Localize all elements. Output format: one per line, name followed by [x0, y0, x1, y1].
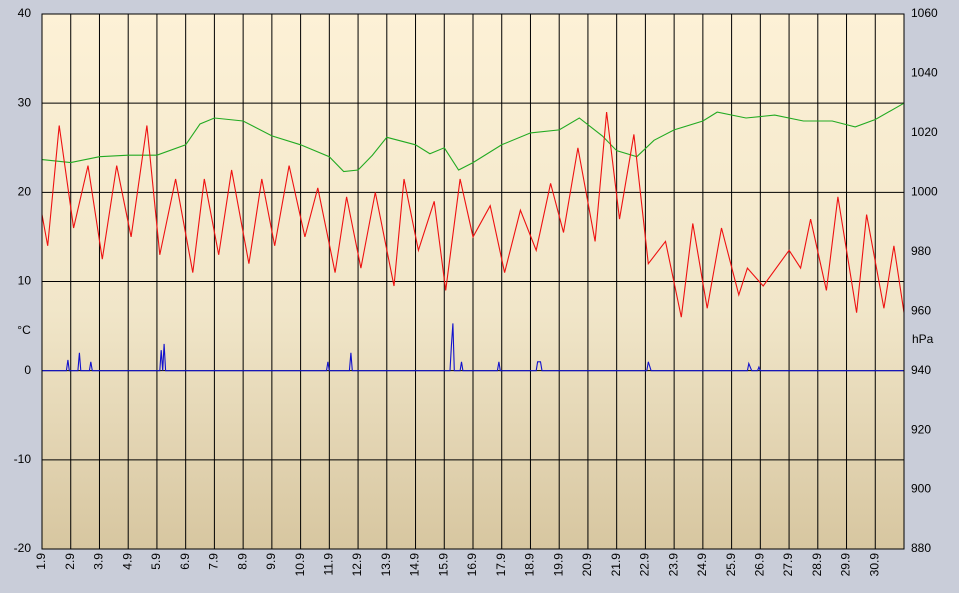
x-tick-label: 13.9 [379, 553, 393, 577]
x-tick-label: 15.9 [436, 553, 450, 577]
x-tick-label: 16.9 [465, 553, 479, 577]
x-tick-label: 8.9 [235, 553, 249, 570]
x-tick-label: 20.9 [580, 553, 594, 577]
x-tick-label: 24.9 [695, 553, 709, 577]
plot-border [41, 13, 905, 550]
x-tick-label: 4.9 [120, 553, 134, 570]
y2-axis-label: hPa [912, 332, 934, 346]
y2-tick-label: 940 [911, 363, 931, 377]
x-tick-label: 12.9 [350, 553, 364, 577]
lines [41, 102, 905, 372]
series-line [41, 102, 905, 173]
y2-tick-label: 1040 [911, 66, 938, 80]
x-tick-label: 23.9 [666, 553, 680, 577]
x-tick-label: 22.9 [638, 553, 652, 577]
x-tick-label: 29.9 [839, 553, 853, 577]
y2-tick-label: 880 [911, 541, 931, 555]
x-tick-label: 18.9 [523, 553, 537, 577]
x-tick-label: 19.9 [551, 553, 565, 577]
x-tick-label: 27.9 [781, 553, 795, 577]
x-tick-label: 26.9 [753, 553, 767, 577]
y-axis-label: °C [17, 323, 31, 337]
y-tick-label: -20 [14, 541, 32, 555]
y-tick-label: 0 [24, 363, 31, 377]
x-tick-label: 6.9 [178, 553, 192, 570]
x-tick-label: 2.9 [63, 553, 77, 570]
y-tick-label: 30 [18, 95, 32, 109]
y2-tick-label: 980 [911, 244, 931, 258]
x-tick-label: 3.9 [92, 553, 106, 570]
y-tick-label: 10 [18, 274, 32, 288]
y2-tick-label: 1000 [911, 185, 938, 199]
x-tick-label: 30.9 [867, 553, 881, 577]
y-tick-label: 40 [18, 6, 32, 20]
y2-tick-label: 1020 [911, 125, 938, 139]
series-line [42, 323, 904, 372]
y2-tick-label: 960 [911, 303, 931, 317]
series-line [41, 112, 905, 318]
x-tick-label: 7.9 [207, 553, 221, 570]
x-tick-label: 5.9 [149, 553, 163, 570]
y2-tick-label: 900 [911, 482, 931, 496]
y2-tick-label: 920 [911, 422, 931, 436]
x-tick-label: 21.9 [609, 553, 623, 577]
x-tick-label: 1.9 [34, 553, 48, 570]
x-tick-label: 10.9 [293, 553, 307, 577]
x-tick-label: 28.9 [810, 553, 824, 577]
x-tick-label: 17.9 [494, 553, 508, 577]
x-tick-label: 9.9 [264, 553, 278, 570]
y-tick-label: -10 [14, 452, 32, 466]
y-tick-label: 20 [18, 185, 32, 199]
y2-tick-label: 1060 [911, 6, 938, 20]
x-tick-label: 14.9 [408, 553, 422, 577]
x-tick-label: 11.9 [322, 553, 336, 576]
x-tick-label: 25.9 [724, 553, 738, 577]
